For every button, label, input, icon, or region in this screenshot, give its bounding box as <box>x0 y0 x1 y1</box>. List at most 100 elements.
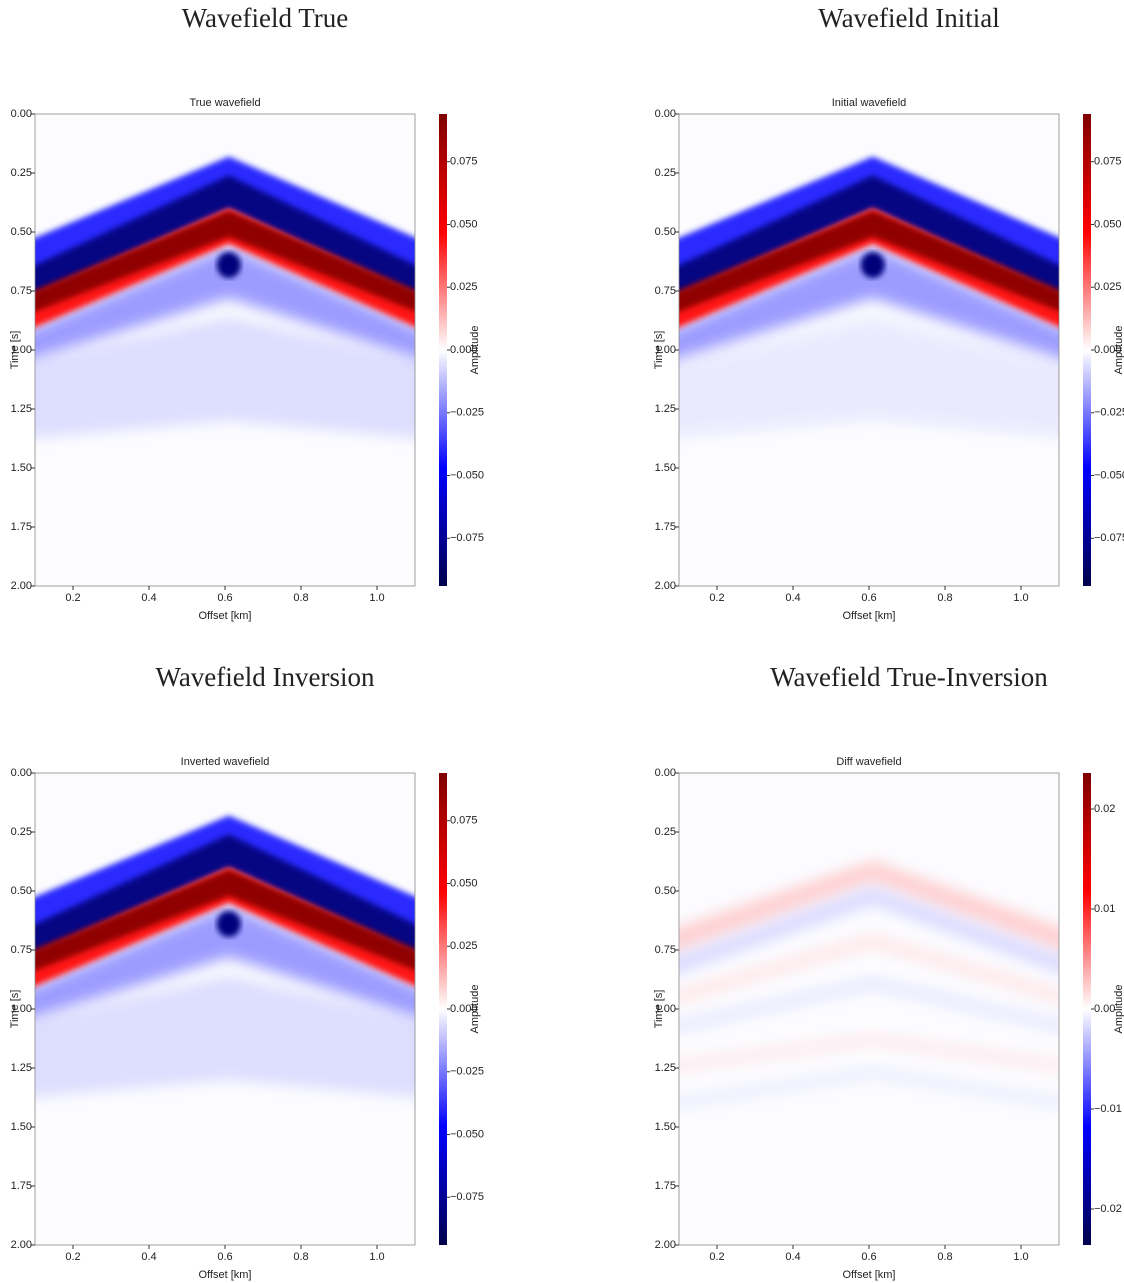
subplot: Wavefield Inversion Inverted wavefield 0.2… <box>9 662 484 1281</box>
colorbar-tick-label: 0.050 <box>450 877 478 889</box>
y-tick-label: 0.25 <box>11 167 32 179</box>
suptitle: Wavefield Initial <box>818 3 1000 33</box>
y-tick-label: 1.50 <box>11 462 32 474</box>
wave-band <box>679 175 1059 294</box>
wave-band <box>679 1065 1059 1110</box>
colorbar-tick-label: −0.025 <box>450 407 484 419</box>
wavefield-image <box>679 773 1059 1245</box>
y-tick-label: 1.75 <box>11 1180 32 1192</box>
colorbar <box>439 114 447 586</box>
colorbar-tick-label: −0.025 <box>450 1066 484 1078</box>
y-tick-label: 1.50 <box>655 462 676 474</box>
colorbar-tick-label: 0.00 <box>1094 1003 1115 1015</box>
colorbar-tick-label: −0.050 <box>450 469 484 481</box>
y-tick-label: 0.50 <box>655 885 676 897</box>
y-tick-label: 0.75 <box>11 944 32 956</box>
x-tick-label: 1.0 <box>369 592 384 604</box>
y-tick-label: 1.50 <box>655 1121 676 1133</box>
x-tick-label: 0.6 <box>217 1251 232 1263</box>
colorbar-label: Amplitude <box>469 985 481 1034</box>
colorbar-tick-label: 0.050 <box>450 218 478 230</box>
colorbar-tick-label: 0.025 <box>450 281 478 293</box>
x-tick-label: 0.2 <box>65 1251 80 1263</box>
y-tick-label: 2.00 <box>11 1239 32 1251</box>
colorbar-tick-label: −0.025 <box>1094 407 1124 419</box>
x-tick-label: 0.4 <box>785 592 800 604</box>
wave-band <box>35 175 415 294</box>
axes-title: True wavefield <box>189 97 260 109</box>
x-tick-label: 0.2 <box>65 592 80 604</box>
colorbar-tick-label: −0.050 <box>1094 469 1124 481</box>
y-tick-label: 0.00 <box>11 767 32 779</box>
x-tick-label: 0.8 <box>937 592 952 604</box>
y-tick-label: 2.00 <box>655 580 676 592</box>
wave-band <box>35 975 415 1097</box>
wave-band <box>35 210 415 312</box>
axes-title: Initial wavefield <box>832 97 907 109</box>
y-tick-label: 0.25 <box>11 826 32 838</box>
y-tick-label: 1.25 <box>11 1062 32 1074</box>
y-tick-label: 1.00 <box>655 1003 676 1015</box>
x-tick-label: 1.0 <box>1013 592 1028 604</box>
colorbar-tick-label: 0.075 <box>450 815 478 827</box>
x-tick-label: 0.8 <box>937 1251 952 1263</box>
suptitle: Wavefield True <box>182 3 349 33</box>
y-tick-label: 0.50 <box>11 885 32 897</box>
x-tick-label: 0.6 <box>861 592 876 604</box>
subplot: Wavefield True-Inversion Diff wavefield 0.… <box>653 662 1124 1281</box>
subplot: Wavefield True True wavefield 0.2 0.4 0.6 0.8… <box>9 3 484 622</box>
x-tick-label: 1.0 <box>369 1251 384 1263</box>
y-tick-label: 1.75 <box>655 521 676 533</box>
wave-band <box>679 975 1059 1033</box>
x-axis-label: Offset [km] <box>199 610 252 622</box>
x-tick-label: 0.6 <box>861 1251 876 1263</box>
colorbar-tick-label: −0.01 <box>1094 1103 1122 1115</box>
colorbar-label: Amplitude <box>1113 326 1124 375</box>
wave-band <box>679 860 1059 951</box>
colorbar-tick-label: −0.02 <box>1094 1203 1122 1215</box>
colorbar-tick-label: 0.025 <box>450 940 478 952</box>
y-axis-label: Time [s] <box>9 990 21 1029</box>
y-tick-label: 0.25 <box>655 167 676 179</box>
x-tick-label: 0.8 <box>293 592 308 604</box>
colorbar-tick-label: 0.075 <box>450 156 478 168</box>
axes-title: Diff wavefield <box>836 756 901 768</box>
x-axis-label: Offset [km] <box>199 1269 252 1281</box>
colorbar <box>1083 773 1091 1245</box>
colorbar-tick-label: 0.050 <box>1094 218 1122 230</box>
x-tick-label: 0.4 <box>141 1251 156 1263</box>
wave-blob <box>860 252 885 279</box>
wave-band <box>35 316 415 438</box>
y-tick-label: 0.75 <box>655 285 676 297</box>
x-tick-label: 0.2 <box>709 1251 724 1263</box>
colorbar <box>439 773 447 1245</box>
y-tick-label: 0.00 <box>655 108 676 120</box>
wave-band <box>679 1032 1059 1073</box>
wavefield-image <box>35 114 415 586</box>
y-tick-label: 1.75 <box>655 1180 676 1192</box>
y-axis-label: Time [s] <box>9 331 21 370</box>
suptitle: Wavefield Inversion <box>156 662 375 692</box>
colorbar-tick-label: 0.02 <box>1094 803 1115 815</box>
y-tick-label: 1.00 <box>11 1003 32 1015</box>
y-axis-label: Time [s] <box>653 990 665 1029</box>
axes-title: Inverted wavefield <box>181 756 270 768</box>
y-tick-label: 1.50 <box>11 1121 32 1133</box>
x-axis-label: Offset [km] <box>843 1269 896 1281</box>
y-tick-label: 0.50 <box>11 226 32 238</box>
wavefield-image <box>35 773 415 1245</box>
colorbar-tick-label: 0.01 <box>1094 903 1115 915</box>
wave-band <box>35 869 415 971</box>
colorbar-tick-label: −0.075 <box>1094 532 1124 544</box>
wave-band <box>679 933 1059 1004</box>
y-tick-label: 1.25 <box>655 1062 676 1074</box>
x-tick-label: 1.0 <box>1013 1251 1028 1263</box>
subplot: Wavefield Initial Initial wavefield 0.2 0.4… <box>653 3 1124 622</box>
colorbar-tick-label: 0.000 <box>1094 344 1122 356</box>
x-tick-label: 0.4 <box>785 1251 800 1263</box>
wave-band <box>679 316 1059 438</box>
y-tick-label: 1.75 <box>11 521 32 533</box>
y-tick-label: 1.00 <box>655 344 676 356</box>
colorbar-label: Amplitude <box>1113 985 1124 1034</box>
x-tick-label: 0.6 <box>217 592 232 604</box>
